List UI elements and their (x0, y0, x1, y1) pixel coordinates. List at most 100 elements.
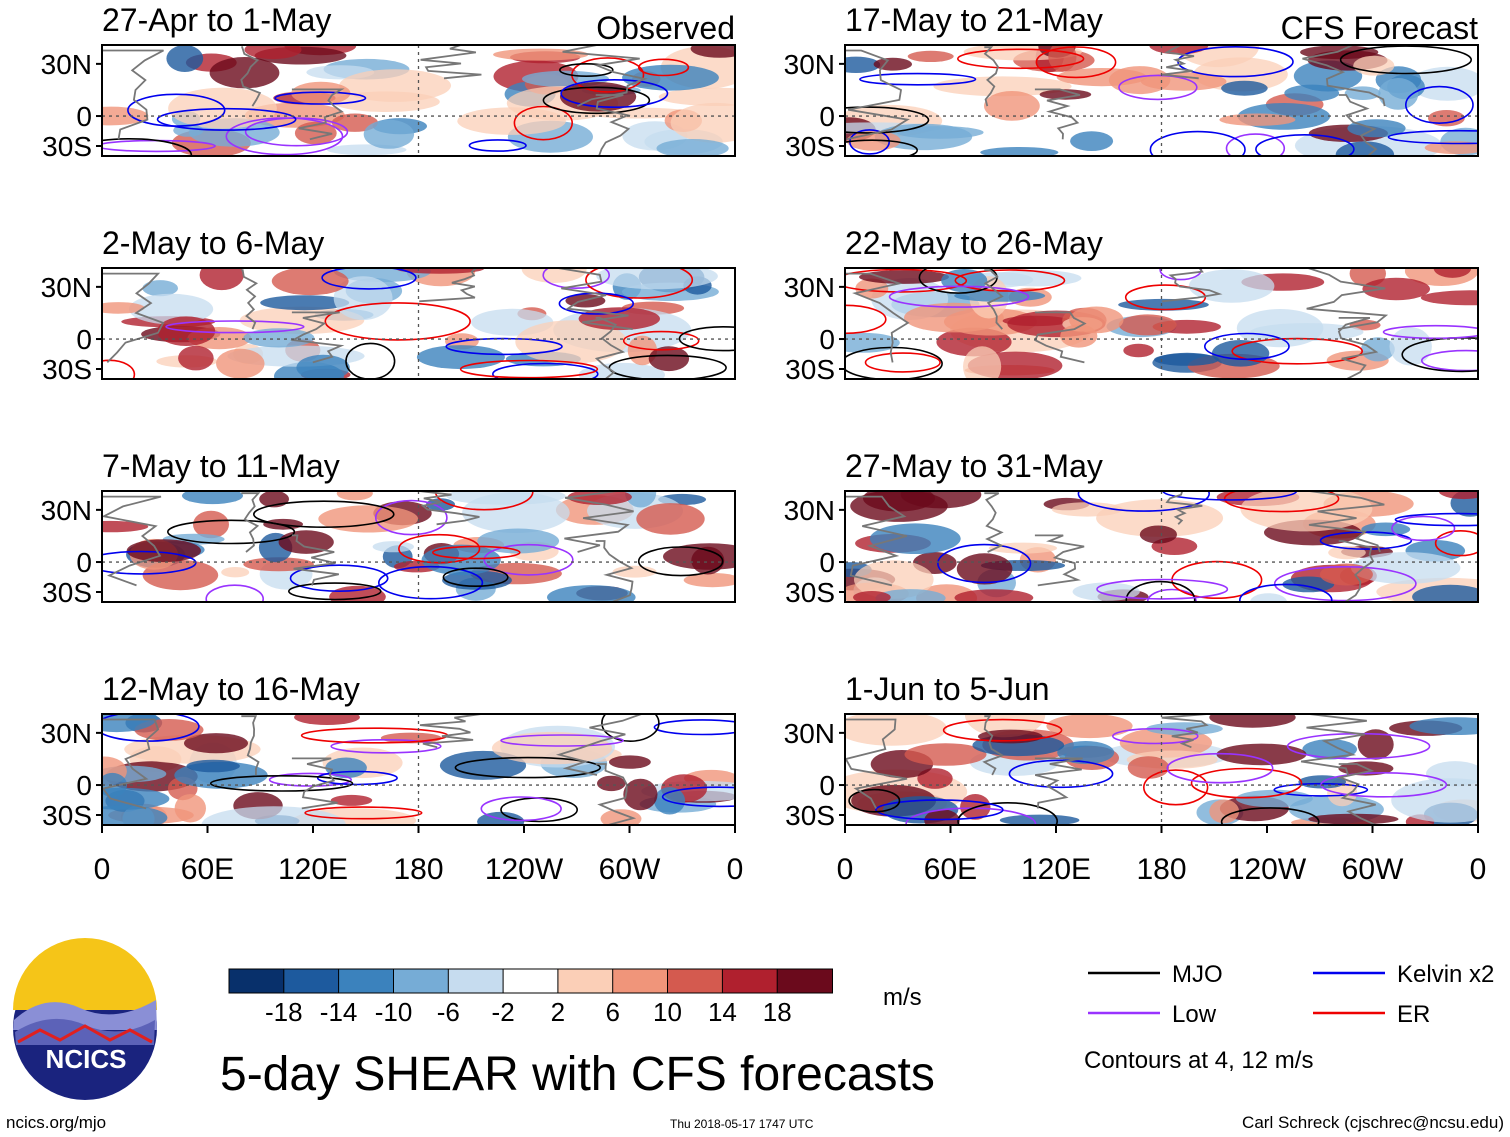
contour-line (637, 546, 724, 577)
coastline (1338, 540, 1375, 602)
shear-blob (521, 268, 587, 283)
shear-blob (174, 794, 206, 823)
panel-title: 17-May to 21-May (845, 2, 1103, 38)
shear-blob (126, 539, 201, 563)
shear-blob (1347, 119, 1406, 138)
contour-line (1434, 530, 1478, 557)
coastline (1161, 491, 1203, 525)
coastline (1337, 317, 1379, 379)
shear-blob (1188, 269, 1275, 303)
contour-line (859, 72, 977, 86)
coastline (595, 763, 637, 825)
colorbar-swatch (612, 968, 669, 994)
shear-blob (1240, 491, 1373, 532)
shear-blob (1250, 593, 1287, 602)
contour-line (274, 91, 367, 105)
coastline (1161, 714, 1209, 749)
shear-blob (329, 585, 386, 602)
contour-line (956, 48, 1085, 70)
colorbar-label: -2 (492, 997, 515, 1027)
contour-line (324, 302, 471, 341)
legend-label: Low (1172, 1001, 1217, 1028)
contour-line (156, 107, 297, 131)
y-tick-label: 30S (785, 131, 835, 162)
units-label: m/s (883, 984, 922, 1011)
shear-blob (1433, 268, 1472, 278)
x-tick-label: 0 (837, 853, 854, 886)
shear-blob (845, 56, 881, 73)
shear-blob (1216, 743, 1307, 766)
coastline (983, 46, 999, 107)
colorbar-label: 6 (605, 997, 619, 1027)
panel-frame (101, 490, 736, 603)
shear-blob (859, 270, 949, 284)
panel-frame (101, 44, 736, 157)
shear-blob (1118, 314, 1177, 336)
shear-blob (622, 64, 719, 91)
coastline (290, 311, 345, 364)
shear-blob (1250, 323, 1364, 341)
contour-line (1035, 46, 1117, 79)
contour-line (1394, 512, 1478, 527)
contour-line (1255, 134, 1355, 156)
coastline (555, 714, 642, 776)
contour-line (542, 86, 651, 115)
y-tick-label: 30N (41, 49, 92, 80)
shear-blob (873, 57, 912, 71)
shear-blob (1284, 84, 1340, 102)
colorbar-swatch (721, 968, 779, 994)
coastline (845, 272, 910, 363)
shear-blob (597, 775, 626, 792)
shear-blob (670, 102, 735, 143)
coastline (291, 534, 339, 586)
x-tick-label: 120W (485, 853, 564, 886)
shear-blob (1069, 306, 1124, 334)
shear-blob (917, 768, 953, 789)
coastline (241, 492, 261, 553)
contour-line (1142, 769, 1209, 806)
contour-line (1096, 578, 1229, 600)
panel-title: 1-Jun to 5-Jun (845, 671, 1050, 707)
shear-blob (999, 814, 1080, 825)
contour-line (1391, 515, 1456, 542)
colorbar-label: -18 (265, 997, 303, 1027)
contour-line (1405, 85, 1474, 125)
contour-line (268, 772, 353, 787)
shear-blob (1039, 89, 1092, 100)
y-tick-label: 0 (819, 324, 835, 355)
shear-blob (609, 755, 651, 769)
contour-line (1319, 531, 1413, 550)
shear-blob (1139, 525, 1177, 544)
coastline (845, 49, 910, 141)
legend-label: MJO (1172, 961, 1223, 988)
footer-credit: Carl Schreck (cjschrec@ncsu.edu) (1242, 1113, 1504, 1132)
contour-line (957, 802, 1058, 825)
contour-line (954, 269, 1066, 292)
y-tick-label: 0 (76, 324, 92, 355)
contour-line (1149, 130, 1246, 156)
shear-blob (853, 591, 891, 602)
x-tick-label: 180 (1136, 853, 1186, 886)
shear-blob (102, 805, 168, 825)
colorbar-label: -14 (320, 997, 358, 1027)
x-tick-label: 120E (278, 853, 348, 886)
shear-blob (1211, 340, 1270, 367)
contour-line (1166, 752, 1274, 784)
shear-blob (1409, 717, 1478, 735)
contour-line (225, 117, 344, 156)
shear-blob (658, 87, 735, 106)
coastline (982, 715, 1005, 776)
shear-blob (1439, 491, 1478, 500)
contour-line (601, 714, 660, 742)
contour-line (431, 545, 521, 560)
shear-blob (1236, 789, 1313, 808)
contour-line (1077, 491, 1210, 512)
contour-line (661, 786, 735, 808)
contour-line (1112, 727, 1199, 745)
